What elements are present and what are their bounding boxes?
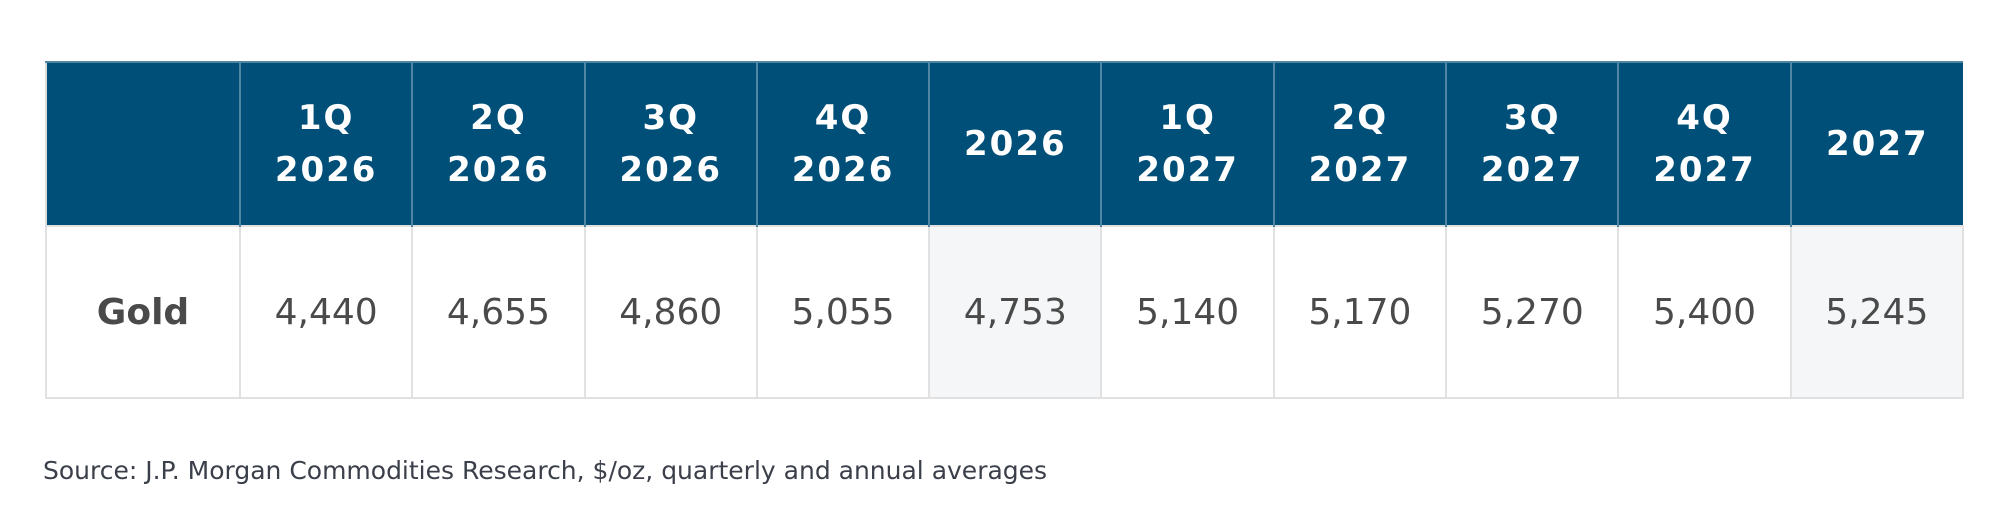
row-label: Gold	[45, 225, 241, 399]
column-header: 2026	[928, 61, 1102, 226]
cell: 4,753	[928, 225, 1103, 399]
cell: 5,400	[1617, 225, 1792, 399]
column-header-text: 3Q 2027	[1480, 98, 1584, 190]
column-header: 3Q 2026	[583, 61, 757, 226]
cell: 5,270	[1445, 225, 1620, 399]
column-header: 2Q 2026	[411, 61, 585, 226]
data-row: Gold 4,440 4,655 4,860 5,055 4,753 5,140 5,170 5…	[45, 225, 1965, 399]
column-header-text: 1Q 2026	[274, 98, 378, 190]
cell: 5,170	[1272, 225, 1448, 399]
table-wrap: 1Q 2026 2Q 2026 3Q 2026 4Q 2026 2026 1Q 2027 2…	[45, 61, 1965, 399]
cell: 5,140	[1100, 225, 1275, 399]
column-header: 1Q 2027	[1100, 61, 1274, 226]
column-header-text: 2027	[1826, 124, 1929, 164]
column-header: 4Q 2027	[1617, 61, 1791, 226]
column-header: 1Q 2026	[238, 61, 413, 226]
column-header-text: 1Q 2027	[1136, 98, 1239, 190]
column-header: 4Q 2026	[755, 61, 930, 226]
header-row: 1Q 2026 2Q 2026 3Q 2026 4Q 2026 2026 1Q 2027 2…	[45, 61, 1963, 226]
column-header: 3Q 2027	[1445, 61, 1619, 226]
cell: 4,440	[238, 225, 414, 399]
column-header-text: 2Q 2026	[447, 98, 550, 190]
cell: 4,860	[583, 225, 758, 399]
column-header-text: 4Q 2027	[1653, 98, 1756, 190]
column-header: 2Q 2027	[1272, 61, 1447, 226]
header-corner	[45, 61, 240, 226]
cell: 5,055	[755, 225, 931, 399]
column-header-text: 2Q 2027	[1308, 98, 1412, 190]
column-header-text: 2026	[964, 124, 1067, 164]
column-header-text: 3Q 2026	[619, 98, 723, 190]
source-note: Source: J.P. Morgan Commodities Research…	[43, 456, 1048, 485]
forecast-table: 1Q 2026 2Q 2026 3Q 2026 4Q 2026 2026 1Q 2027 2…	[45, 61, 1965, 399]
column-header-text: 4Q 2026	[791, 98, 895, 190]
column-header: 2027	[1789, 61, 1963, 226]
cell: 4,655	[411, 225, 586, 399]
cell: 5,245	[1789, 225, 1965, 399]
